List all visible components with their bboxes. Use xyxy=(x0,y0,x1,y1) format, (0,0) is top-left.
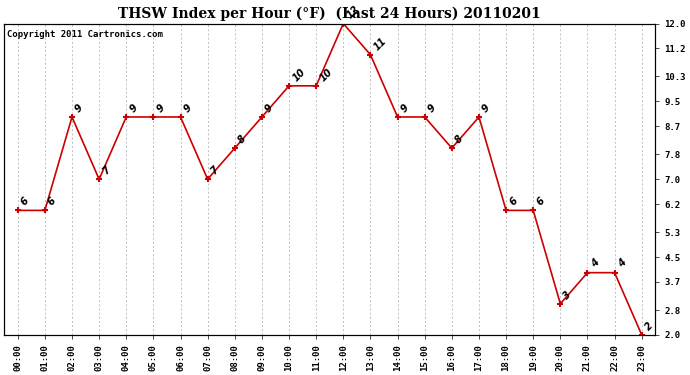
Text: 8: 8 xyxy=(453,134,465,146)
Text: 6: 6 xyxy=(19,196,31,208)
Text: 6: 6 xyxy=(46,196,58,208)
Text: 8: 8 xyxy=(236,134,248,146)
Text: 11: 11 xyxy=(372,35,388,52)
Text: 2: 2 xyxy=(643,320,655,332)
Text: 9: 9 xyxy=(155,102,166,114)
Text: 7: 7 xyxy=(209,165,221,177)
Text: 9: 9 xyxy=(73,102,86,114)
Text: 6: 6 xyxy=(507,196,520,208)
Text: 12: 12 xyxy=(345,4,362,21)
Text: Copyright 2011 Cartronics.com: Copyright 2011 Cartronics.com xyxy=(8,30,164,39)
Text: 10: 10 xyxy=(317,66,334,83)
Text: 9: 9 xyxy=(399,102,411,114)
Text: 9: 9 xyxy=(480,102,492,114)
Text: 6: 6 xyxy=(535,196,546,208)
Text: 9: 9 xyxy=(426,102,438,114)
Text: 10: 10 xyxy=(290,66,307,83)
Text: 7: 7 xyxy=(101,165,112,177)
Title: THSW Index per Hour (°F)  (Last 24 Hours) 20110201: THSW Index per Hour (°F) (Last 24 Hours)… xyxy=(119,7,541,21)
Text: 9: 9 xyxy=(182,102,194,114)
Text: 3: 3 xyxy=(562,289,573,301)
Text: 4: 4 xyxy=(589,258,601,270)
Text: 4: 4 xyxy=(616,258,628,270)
Text: 9: 9 xyxy=(128,102,139,114)
Text: 9: 9 xyxy=(264,102,275,114)
